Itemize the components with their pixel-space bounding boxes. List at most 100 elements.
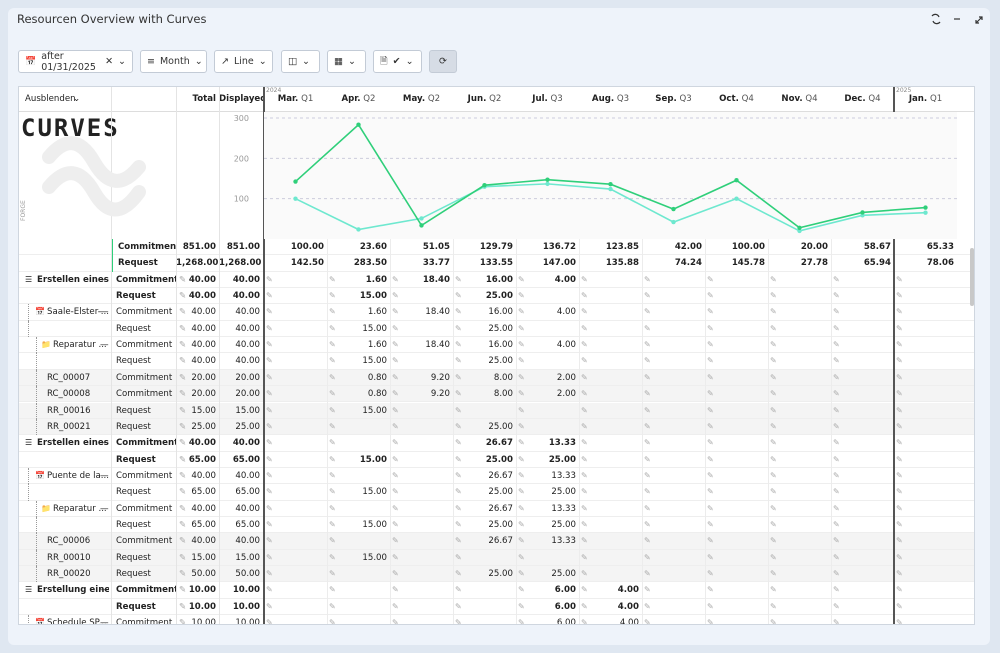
- refresh-button[interactable]: ⟳: [429, 50, 457, 73]
- row-name: Puente de la...: [47, 470, 109, 481]
- edit-icon: ✎: [581, 536, 588, 546]
- edit-icon: ✎: [833, 340, 840, 350]
- refresh-icon[interactable]: [931, 13, 941, 25]
- row: [19, 369, 974, 387]
- edit-icon: ✎: [518, 340, 525, 350]
- month-cell: 142.50: [290, 258, 324, 269]
- row-name: RR_00020: [47, 569, 91, 579]
- series-point: [608, 186, 613, 192]
- edit-icon: ✎: [455, 618, 462, 625]
- displayed-cell: 15.00: [235, 405, 260, 416]
- month-cell: 25.00: [488, 421, 513, 432]
- total-cell: 40.00: [188, 274, 216, 285]
- edit-icon: ✎: [707, 274, 714, 284]
- month-cell: 145.78: [731, 258, 765, 269]
- edit-icon: ✎: [518, 470, 525, 480]
- row: [19, 598, 974, 616]
- month-cell: 16.00: [488, 340, 513, 351]
- edit-icon: ✎: [455, 470, 462, 480]
- month-cell: 147.00: [542, 258, 576, 269]
- edit-icon: ✎: [518, 438, 525, 448]
- edit-icon: ✎: [896, 372, 903, 382]
- edit-icon: ✎: [707, 307, 714, 317]
- expand-icon[interactable]: [975, 16, 983, 24]
- edit-icon: ✎: [581, 470, 588, 480]
- row: [19, 337, 974, 354]
- edit-icon: ✎: [455, 438, 462, 448]
- group-select[interactable]: ◫ ⌄: [281, 50, 320, 73]
- total-cell: 20.00: [191, 389, 216, 400]
- edit-icon: ✎: [833, 421, 840, 431]
- date-filter[interactable]: 📅 after 01/31/2025 ✕ ⌄: [18, 50, 133, 73]
- row-type: Commitment: [116, 274, 176, 285]
- edit-icon: ✎: [455, 389, 462, 399]
- edit-icon: ✎: [644, 291, 651, 301]
- column-divider: [642, 239, 643, 624]
- edit-icon: ✎: [455, 585, 462, 595]
- total-cell: 40.00: [191, 340, 216, 351]
- edit-icon: ✎: [329, 618, 336, 625]
- edit-icon: ✎: [644, 438, 651, 448]
- logo-title: CURVES: [21, 114, 120, 142]
- edit-icon: ✎: [392, 618, 399, 625]
- edit-icon: ✎: [707, 487, 714, 497]
- column-divider: [831, 239, 832, 624]
- edit-icon: ✎: [266, 438, 273, 448]
- document-select[interactable]: 🗎 ✔ ⌄: [373, 50, 422, 73]
- displayed-cell: 40.00: [235, 307, 260, 318]
- total-cell: 20.00: [191, 372, 216, 383]
- edit-icon: ✎: [392, 470, 399, 480]
- edit-icon: ✎: [518, 519, 525, 529]
- row: [19, 467, 974, 485]
- edit-icon: ✎: [266, 307, 273, 317]
- edit-icon: ✎: [518, 585, 525, 595]
- column-divider: [219, 87, 220, 624]
- resource-select[interactable]: ▦ ⌄: [327, 50, 366, 73]
- row-type: Commitment: [116, 340, 173, 351]
- month-name: Mar.: [277, 94, 299, 104]
- resource-table: Ausblenden ⌄ Total Displayed Mar. Q1 Apr. Q2 M…: [18, 86, 975, 625]
- month-header: Oct. Q4: [705, 91, 768, 107]
- edit-icon: ✎: [770, 340, 777, 350]
- row-type: Commitment: [116, 470, 173, 481]
- total-cell: 40.00: [191, 307, 216, 318]
- edit-icon: ✎: [770, 536, 777, 546]
- quarter: Q4: [868, 94, 881, 104]
- edit-icon: ✎: [581, 487, 588, 497]
- header-row: [19, 87, 974, 112]
- edit-icon: ✎: [392, 274, 399, 284]
- month-name: Jun.: [467, 94, 487, 104]
- series-point: [734, 196, 739, 201]
- row-type: Commitment: [116, 438, 176, 449]
- row-type: Request: [116, 487, 151, 498]
- chart-type-select[interactable]: ↗ Line ⌄: [214, 50, 273, 73]
- period-select[interactable]: ≡ Month ⌄: [140, 50, 207, 73]
- displayed-header: Displayed: [219, 94, 263, 104]
- scrollbar[interactable]: [970, 248, 974, 306]
- edit-icon: ✎: [833, 569, 840, 578]
- edit-icon: ✎: [770, 470, 777, 480]
- edit-icon: ✎: [833, 372, 840, 382]
- tree-line: [36, 386, 37, 403]
- month-cell: 4.00: [617, 601, 639, 612]
- row-icon: ☰: [25, 274, 33, 284]
- series-point: [734, 178, 739, 183]
- edit-icon: ✎: [770, 389, 777, 399]
- displayed-cell: 15.00: [235, 552, 260, 563]
- month-cell: 6.00: [556, 618, 576, 625]
- row-icon: 📁: [41, 340, 51, 350]
- edit-icon: ✎: [266, 323, 273, 333]
- tree-line: [28, 304, 29, 321]
- edit-icon: ✎: [896, 585, 903, 595]
- edit-icon: ✎: [179, 421, 187, 432]
- edit-icon: ✎: [518, 274, 525, 284]
- hide-toggle[interactable]: Ausblenden: [25, 94, 76, 104]
- tree-line: [36, 418, 37, 436]
- edit-icon: ✎: [896, 405, 903, 415]
- edit-icon: ✎: [266, 291, 273, 301]
- row-icon: ☰: [25, 438, 33, 448]
- edit-icon: ✎: [770, 618, 777, 625]
- row-name: Erstellen eines ...: [37, 274, 109, 285]
- month-cell: 6.00: [554, 601, 576, 612]
